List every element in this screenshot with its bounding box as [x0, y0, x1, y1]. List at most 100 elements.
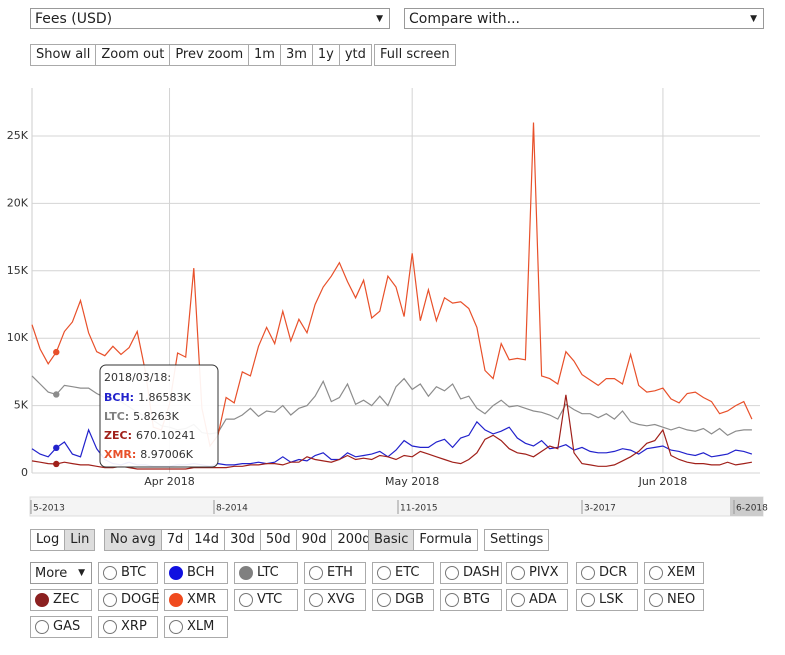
button[interactable]: 1m	[248, 44, 281, 66]
coin-toggle[interactable]: XRP	[98, 616, 158, 638]
settings-group: Settings	[484, 529, 550, 551]
zoom-group: Show all Zoom out Prev zoom	[30, 44, 250, 66]
y-tick-label: 25K	[7, 129, 29, 142]
button[interactable]: ytd	[338, 44, 372, 66]
coin-toggle[interactable]: VTC	[234, 589, 298, 611]
button[interactable]: Show all	[30, 44, 97, 66]
metric-select[interactable]: Fees (USD)	[30, 8, 390, 30]
x-tick-label: May 2018	[385, 475, 439, 488]
coin-toggle[interactable]: BTC	[98, 562, 158, 584]
x-tick-label: Apr 2018	[144, 475, 195, 488]
coin-toggle[interactable]: ETH	[304, 562, 366, 584]
button[interactable]: Lin	[64, 529, 96, 551]
coin-label: ZEC	[53, 592, 80, 607]
button[interactable]: 90d	[295, 529, 333, 551]
button[interactable]: 1y	[311, 44, 340, 66]
radio	[103, 566, 117, 580]
button[interactable]: Log	[30, 529, 66, 551]
radio	[169, 566, 183, 580]
compare-select[interactable]: Compare with...	[404, 8, 764, 30]
coin-toggle[interactable]: DGB	[372, 589, 434, 611]
coin-toggle[interactable]: LTC	[234, 562, 298, 584]
tooltip-name: BCH:	[104, 391, 134, 404]
mode-group: Basic Formula	[368, 529, 478, 551]
button[interactable]: 200d	[331, 529, 377, 551]
coin-toggle[interactable]: XMR	[164, 589, 228, 611]
coin-label: ETH	[327, 565, 353, 580]
range-group: 1m 3m 1y ytd	[248, 44, 372, 66]
navigator-window	[730, 497, 763, 516]
tooltip-name: XMR:	[104, 448, 136, 461]
hover-dot	[53, 444, 60, 452]
coin-toggle[interactable]: XEM	[644, 562, 704, 584]
coin-label: BTC	[121, 565, 147, 580]
tooltip-row: ZEC: 670.10241	[104, 429, 195, 442]
coin-label: VTC	[257, 592, 283, 607]
coin-toggle[interactable]: ADA	[506, 589, 568, 611]
tooltip-title: 2018/03/18:	[104, 371, 171, 384]
button[interactable]: 14d	[188, 529, 226, 551]
coin-label: DOGE	[121, 592, 160, 607]
more-select[interactable]: More	[30, 562, 92, 584]
coin-label: DGB	[395, 592, 425, 607]
radio	[35, 593, 49, 607]
coin-toggle[interactable]: DASH	[440, 562, 502, 584]
button[interactable]: Basic	[368, 529, 415, 551]
coin-label: NEO	[667, 592, 696, 607]
coin-label: XLM	[187, 619, 215, 634]
radio	[377, 566, 391, 580]
coin-toggle[interactable]: DCR	[576, 562, 638, 584]
navigator-label: 11-2015	[400, 504, 438, 514]
coin-label: BCH	[187, 565, 215, 580]
coin-toggle[interactable]: BCH	[164, 562, 228, 584]
coin-toggle[interactable]: BTG	[440, 589, 502, 611]
coin-toggle[interactable]: ZEC	[30, 589, 92, 611]
coin-label: DCR	[599, 565, 628, 580]
coin-toggle[interactable]: XVG	[304, 589, 366, 611]
radio	[103, 593, 117, 607]
coin-label: XRP	[121, 619, 147, 634]
y-tick-label: 20K	[7, 196, 29, 209]
radio	[103, 620, 117, 634]
avg-group: No avg 7d 14d 30d 50d 90d 200d	[104, 529, 377, 551]
coin-toggle[interactable]: PIVX	[506, 562, 568, 584]
radio	[309, 566, 323, 580]
button[interactable]: 50d	[259, 529, 297, 551]
button[interactable]: Full screen	[374, 44, 456, 66]
coin-toggle[interactable]: DOGE	[98, 589, 160, 611]
y-tick-label: 10K	[7, 331, 29, 344]
radio	[239, 566, 253, 580]
button[interactable]: No avg	[104, 529, 162, 551]
fullscreen-group: Full screen	[374, 44, 456, 66]
button[interactable]: 7d	[160, 529, 190, 551]
tooltip-name: ZEC:	[104, 429, 132, 442]
hover-dot	[53, 460, 60, 468]
button[interactable]: Zoom out	[95, 44, 171, 66]
coin-label: ADA	[529, 592, 557, 607]
coin-toggle[interactable]: NEO	[644, 589, 704, 611]
hover-dot	[53, 391, 60, 398]
coin-toggle[interactable]: XLM	[164, 616, 228, 638]
radio	[239, 593, 253, 607]
button[interactable]: 30d	[224, 529, 261, 551]
button[interactable]: Prev zoom	[169, 44, 250, 66]
coin-toggle[interactable]: ETC	[372, 562, 434, 584]
button[interactable]: Settings	[484, 529, 550, 551]
button[interactable]: Formula	[413, 529, 478, 551]
coin-toggle[interactable]: LSK	[576, 589, 638, 611]
navigator-label: 3-2017	[584, 504, 616, 514]
radio	[169, 593, 183, 607]
radio	[511, 566, 525, 580]
radio	[511, 593, 525, 607]
navigator-label: 5-2013	[33, 504, 65, 514]
button[interactable]: 3m	[279, 44, 313, 66]
radio	[581, 566, 595, 580]
series-line	[31, 394, 753, 470]
navigator	[29, 496, 764, 517]
coin-toggle[interactable]: GAS	[30, 616, 92, 638]
radio	[649, 566, 663, 580]
radio	[377, 593, 391, 607]
tooltip-row: XMR: 8.97006K	[104, 448, 194, 461]
x-tick-label: Jun 2018	[638, 475, 688, 488]
